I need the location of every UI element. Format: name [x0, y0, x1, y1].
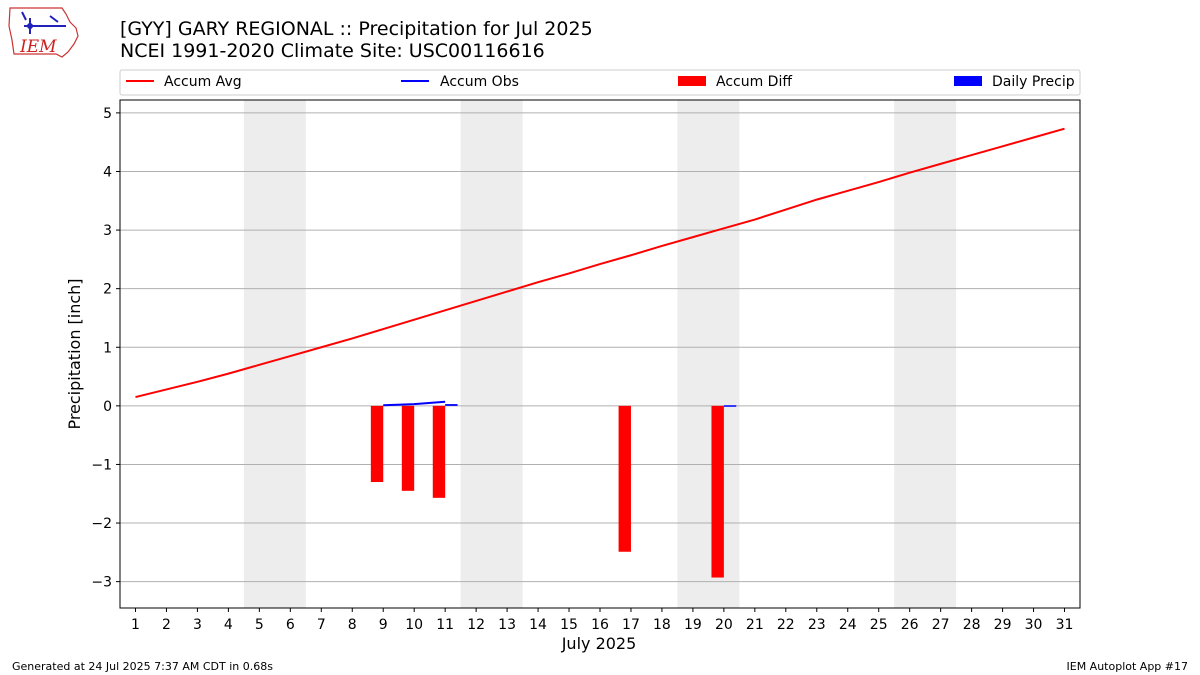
y-tick-label: −3 — [91, 575, 112, 591]
daily-precip-bar — [723, 405, 737, 407]
x-tick-label: 20 — [715, 617, 733, 633]
weekend-band-2 — [460, 100, 523, 608]
y-tick-label: 2 — [103, 282, 112, 298]
chart-title: [GYY] GARY REGIONAL :: Precipitation for… — [120, 18, 593, 40]
x-axis-ticks: 1 2 3 4 5 6 7 8 9 10 11 12 13 14 15 16 17 18 19 20 21 22 23 24 2… — [131, 608, 1073, 633]
x-tick-label: 15 — [560, 617, 578, 633]
chart-subtitle: NCEI 1991-2020 Climate Site: USC00116616 — [120, 40, 545, 62]
x-tick-label: 31 — [1056, 617, 1074, 633]
x-tick-label: 2 — [162, 617, 171, 633]
x-tick-label: 4 — [224, 617, 233, 633]
accum-diff-bar — [618, 405, 631, 552]
weekend-shading — [243, 100, 957, 608]
y-tick-label: 1 — [103, 340, 112, 356]
y-axis-ticks: 5 4 3 2 1 0 −1 −2 −3 — [91, 106, 120, 591]
x-tick-label: 13 — [498, 617, 516, 633]
x-tick-label: 24 — [839, 617, 857, 633]
x-tick-label: 25 — [870, 617, 888, 633]
legend: Accum Avg Accum Obs Accum Diff Daily Pre… — [119, 69, 1081, 96]
x-tick-label: 11 — [436, 617, 454, 633]
x-tick-label: 21 — [746, 617, 764, 633]
footer-generated: Generated at 24 Jul 2025 7:37 AM CDT in … — [12, 660, 273, 673]
x-tick-label: 30 — [1025, 617, 1043, 633]
x-tick-label: 26 — [901, 617, 919, 633]
x-tick-label: 17 — [622, 617, 640, 633]
x-tick-label: 6 — [286, 617, 295, 633]
x-tick-label: 16 — [591, 617, 609, 633]
bars — [370, 404, 737, 578]
legend-label-daily-precip: Daily Precip — [992, 74, 1075, 90]
x-tick-label: 18 — [653, 617, 671, 633]
y-tick-label: 4 — [103, 164, 112, 180]
accum-diff-bar — [370, 405, 384, 483]
y-axis-label: Precipitation [inch] — [65, 278, 84, 429]
legend-label-accum-avg: Accum Avg — [164, 74, 242, 90]
x-tick-label: 8 — [348, 617, 357, 633]
y-tick-label: 0 — [103, 399, 112, 415]
accum-diff-bar — [432, 405, 446, 498]
x-tick-label: 29 — [994, 617, 1012, 633]
legend-swatch-daily-precip — [954, 76, 982, 86]
legend-label-accum-obs: Accum Obs — [440, 74, 519, 90]
accum-diff-bar — [401, 405, 415, 491]
legend-label-accum-diff: Accum Diff — [716, 74, 792, 90]
x-tick-label: 27 — [932, 617, 950, 633]
y-tick-label: 3 — [103, 223, 112, 239]
x-tick-label: 7 — [317, 617, 326, 633]
x-tick-label: 14 — [529, 617, 547, 633]
weekend-band-4 — [894, 100, 957, 608]
series-lines — [135, 127, 1065, 407]
accum-obs-line — [383, 400, 446, 407]
x-tick-label: 12 — [467, 617, 485, 633]
legend-swatch-accum-diff — [678, 76, 706, 86]
x-tick-label: 10 — [405, 617, 423, 633]
logo-text: IEM — [19, 37, 57, 57]
y-tick-label: 5 — [103, 106, 112, 122]
daily-precip-bar — [445, 404, 458, 406]
footer-app: IEM Autoplot App #17 — [1067, 660, 1189, 673]
y-tick-label: −2 — [91, 516, 112, 532]
accum-diff-bar — [711, 405, 724, 578]
x-tick-label: 1 — [131, 617, 140, 633]
x-tick-label: 5 — [255, 617, 264, 633]
gridlines — [120, 112, 1080, 583]
x-tick-label: 28 — [963, 617, 981, 633]
x-tick-label: 22 — [777, 617, 795, 633]
x-tick-label: 19 — [684, 617, 702, 633]
x-tick-label: 3 — [193, 617, 202, 633]
weekend-band-3 — [677, 100, 740, 608]
legend-frame — [119, 69, 1081, 96]
iem-logo: IEM — [8, 7, 79, 58]
x-tick-label: 9 — [379, 617, 388, 633]
y-tick-label: −1 — [91, 457, 112, 473]
x-tick-label: 23 — [808, 617, 826, 633]
accum-avg-line — [135, 127, 1065, 399]
x-axis-label: July 2025 — [561, 634, 637, 653]
